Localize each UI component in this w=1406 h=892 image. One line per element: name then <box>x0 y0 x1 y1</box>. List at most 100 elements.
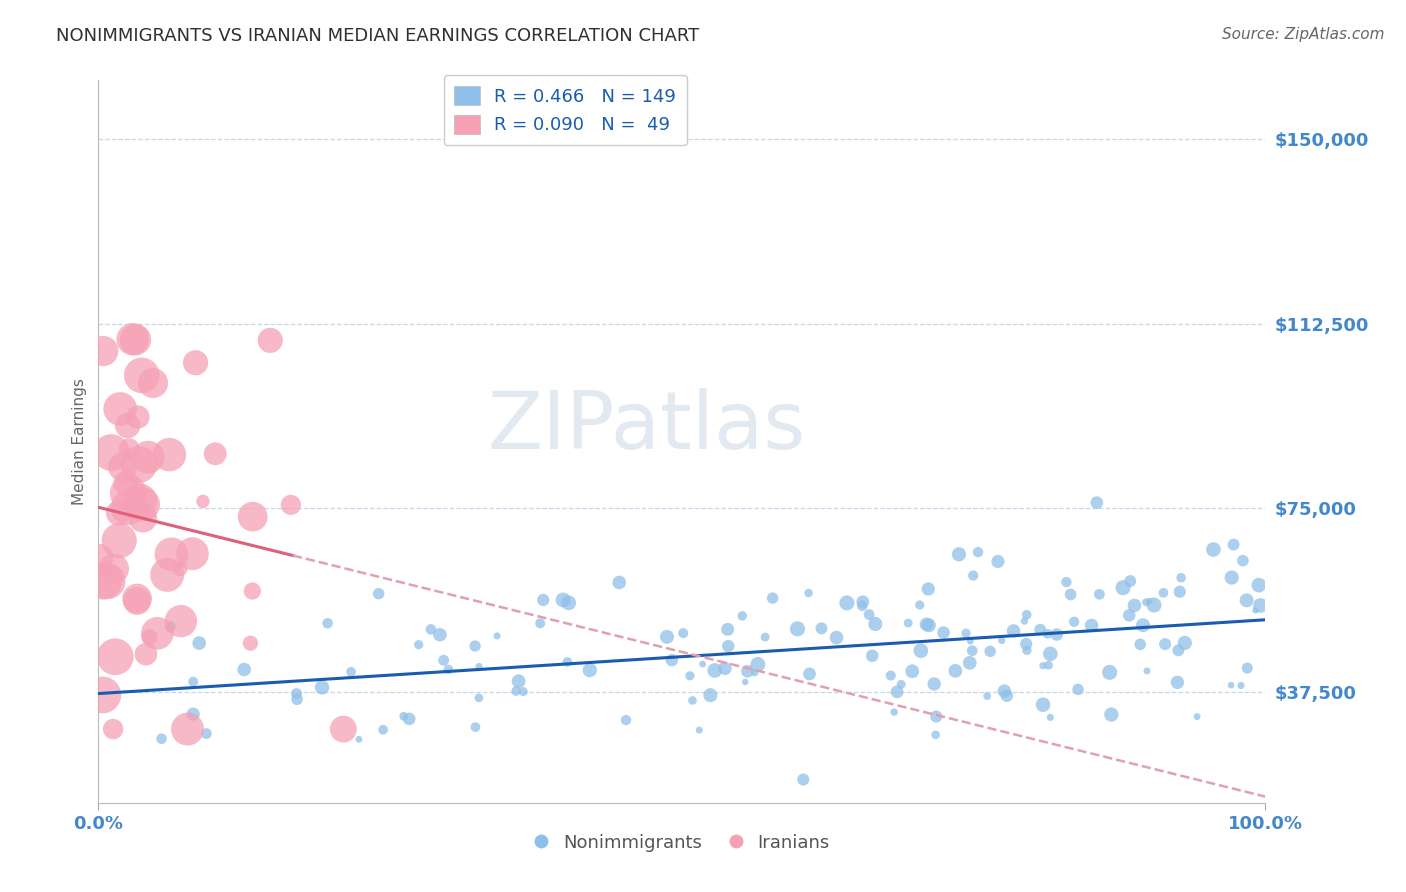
Point <box>910 643 932 657</box>
Point <box>239 636 262 650</box>
Point <box>890 677 912 691</box>
Point <box>959 656 981 670</box>
Point <box>886 685 908 699</box>
Point <box>990 633 1012 648</box>
Point <box>655 630 678 644</box>
Point <box>959 634 981 648</box>
Point <box>146 626 169 640</box>
Point <box>922 677 945 691</box>
Point <box>1202 542 1225 557</box>
Point <box>924 728 946 742</box>
Point <box>1123 599 1146 613</box>
Point <box>688 723 710 737</box>
Point <box>1029 623 1052 637</box>
Point <box>967 545 990 559</box>
Point <box>858 607 880 622</box>
Point <box>1099 707 1122 722</box>
Point <box>717 623 740 637</box>
Point <box>1014 614 1036 628</box>
Point <box>962 568 984 582</box>
Point <box>93 574 115 589</box>
Point <box>754 630 776 644</box>
Point <box>960 644 983 658</box>
Point <box>285 687 308 701</box>
Text: Source: ZipAtlas.com: Source: ZipAtlas.com <box>1222 27 1385 42</box>
Point <box>1039 710 1062 724</box>
Point <box>429 628 451 642</box>
Point <box>679 669 702 683</box>
Point <box>181 674 204 689</box>
Point <box>117 500 139 515</box>
Point <box>505 684 527 698</box>
Point <box>117 418 139 433</box>
Point <box>285 692 308 706</box>
Point <box>1168 584 1191 599</box>
Point <box>280 498 302 512</box>
Point <box>737 665 759 679</box>
Point <box>703 664 725 678</box>
Point <box>714 661 737 675</box>
Point <box>1032 658 1054 673</box>
Point <box>1046 627 1069 641</box>
Point <box>955 626 977 640</box>
Point <box>917 582 939 596</box>
Point <box>786 622 808 636</box>
Text: ZIPatlas: ZIPatlas <box>488 388 806 467</box>
Point <box>531 593 554 607</box>
Point <box>614 713 637 727</box>
Point <box>150 731 173 746</box>
Point <box>132 497 155 511</box>
Point <box>135 647 157 661</box>
Point <box>792 772 814 787</box>
Point <box>1067 682 1090 697</box>
Point <box>747 657 769 672</box>
Point <box>860 648 883 663</box>
Point <box>557 655 579 669</box>
Text: NONIMMIGRANTS VS IRANIAN MEDIAN EARNINGS CORRELATION CHART: NONIMMIGRANTS VS IRANIAN MEDIAN EARNINGS… <box>56 27 700 45</box>
Point <box>810 621 832 635</box>
Point <box>170 614 193 628</box>
Point <box>1220 678 1243 692</box>
Point <box>157 448 180 462</box>
Point <box>124 333 146 347</box>
Point <box>943 664 966 678</box>
Point <box>825 631 848 645</box>
Point <box>311 681 333 695</box>
Point <box>160 547 183 561</box>
Point <box>925 709 948 723</box>
Point <box>1098 665 1121 680</box>
Point <box>259 334 281 348</box>
Point <box>1230 679 1253 693</box>
Point <box>865 617 887 632</box>
Point <box>835 596 858 610</box>
Point <box>976 689 998 703</box>
Point <box>512 684 534 698</box>
Point <box>762 591 785 606</box>
Point <box>392 709 415 723</box>
Point <box>1039 647 1062 661</box>
Point <box>1032 698 1054 712</box>
Point <box>1143 598 1166 612</box>
Point <box>127 591 149 606</box>
Point <box>101 722 124 736</box>
Point <box>1119 574 1142 588</box>
Point <box>851 599 873 613</box>
Point <box>107 506 129 520</box>
Point <box>1015 637 1038 651</box>
Point <box>125 594 148 608</box>
Point <box>692 657 714 671</box>
Point <box>1154 637 1177 651</box>
Point <box>103 562 125 576</box>
Point <box>1112 581 1135 595</box>
Point <box>111 459 134 474</box>
Point <box>661 653 683 667</box>
Point <box>89 550 111 565</box>
Point <box>340 665 363 679</box>
Point <box>699 688 721 702</box>
Point <box>117 486 139 500</box>
Point <box>1222 538 1244 552</box>
Point <box>901 665 924 679</box>
Point <box>1135 595 1157 609</box>
Point <box>136 450 159 465</box>
Point <box>169 562 191 576</box>
